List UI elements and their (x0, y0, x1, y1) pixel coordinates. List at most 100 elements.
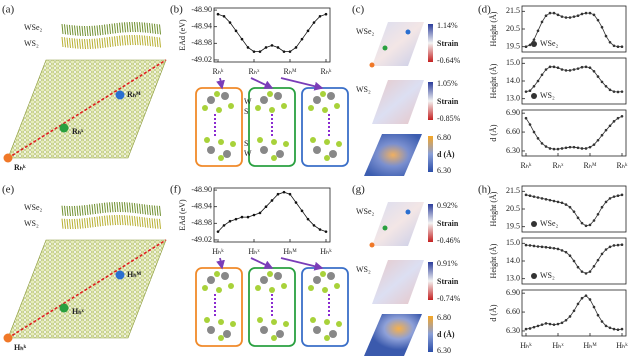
point (246, 215, 250, 219)
ribbon-wse2 (66, 24, 69, 35)
w-atom (207, 96, 215, 104)
x-tick-label: Hₕᵏ (320, 247, 332, 256)
ribbon-wse2 (146, 204, 149, 215)
strain-map (372, 80, 424, 124)
ribbon-wse2 (64, 24, 66, 35)
layer-label: WS₂ (24, 219, 39, 228)
point (588, 223, 592, 227)
s-atom (228, 283, 234, 289)
point (584, 65, 588, 69)
ribbon-wse2 (99, 25, 101, 36)
y-tick-label: 6.30 (506, 146, 520, 155)
ribbon-ws2 (94, 38, 96, 49)
point (540, 20, 544, 24)
panel-label: (g) (352, 184, 365, 196)
ribbon-ws2 (124, 215, 126, 226)
panel-label: (f) (170, 184, 181, 196)
point (548, 65, 552, 69)
site-label: Hₕᵏ (14, 343, 26, 352)
point (616, 90, 620, 94)
point (258, 211, 262, 215)
point (596, 75, 600, 78)
ribbon-ws2 (159, 37, 161, 48)
point (536, 324, 540, 328)
point (252, 50, 256, 53)
point (552, 323, 556, 326)
stacking-box (195, 87, 243, 167)
point (544, 68, 548, 71)
ribbon-ws2 (126, 215, 129, 226)
w-atom (327, 92, 335, 100)
plot-frame (213, 187, 331, 243)
point (532, 325, 536, 329)
ribbon-wse2 (109, 23, 111, 34)
y-tick-label: 13.0 (506, 274, 520, 283)
point (300, 37, 304, 41)
ribbon-wse2 (149, 23, 151, 34)
distance-map (364, 314, 422, 356)
point (620, 45, 624, 48)
colorbar-min: -0.46% (437, 236, 461, 245)
ribbon-wse2 (61, 23, 64, 35)
point (524, 327, 528, 331)
arrow (280, 257, 324, 271)
point (536, 245, 540, 248)
colorbar-min: -0.74% (437, 294, 461, 303)
ribbon-ws2 (81, 218, 84, 229)
point (564, 318, 568, 322)
y-tick-label: -48.90 (191, 185, 212, 194)
point (294, 201, 298, 204)
ribbon-ws2 (64, 37, 66, 48)
y-tick-label: 14.0 (506, 256, 520, 265)
point (524, 243, 528, 247)
ribbon-ws2 (86, 217, 89, 228)
ribbon-ws2 (129, 34, 131, 46)
arrow (280, 77, 324, 91)
stacking-box (301, 267, 349, 347)
ribbon-wse2 (144, 22, 146, 33)
ribbon-wse2 (121, 22, 124, 33)
s-atom (324, 335, 330, 341)
colorbar (428, 82, 433, 120)
panel-label: (a) (2, 4, 15, 16)
colorbar-title: Strain (437, 39, 459, 48)
w-atom (223, 330, 231, 338)
ribbon-ws2 (84, 218, 86, 229)
ribbon-wse2 (91, 25, 94, 36)
point (580, 147, 584, 150)
w-atom (327, 272, 335, 280)
ribbon-wse2 (79, 25, 81, 36)
point (564, 250, 568, 254)
ribbon-ws2 (84, 38, 86, 50)
ribbon-ws2 (79, 218, 81, 229)
ribbon-ws2 (74, 38, 76, 49)
s-atom (281, 103, 287, 109)
point (584, 11, 588, 15)
plot-frame (521, 5, 627, 53)
point (572, 309, 576, 313)
legend-marker (531, 273, 537, 279)
point (560, 68, 564, 71)
point (524, 45, 528, 48)
point (588, 66, 592, 70)
y-tick-label: -48.90 (191, 5, 212, 14)
point (528, 89, 532, 93)
y-tick-label: 13.0 (506, 94, 520, 103)
point (592, 69, 596, 73)
point (528, 123, 532, 126)
y-tick-label: 15.0 (506, 58, 520, 67)
point (608, 197, 612, 200)
ribbon-wse2 (149, 204, 151, 216)
colorbar-title: d (Å) (437, 330, 455, 339)
y-tick-label: 6.60 (506, 307, 520, 316)
point (600, 205, 604, 209)
ribbon-ws2 (71, 38, 74, 49)
y-axis-label: d (Å) (489, 304, 498, 321)
x-tick-label: Rₕᴹ (284, 67, 298, 76)
colorbar (428, 204, 433, 242)
point (548, 246, 552, 250)
ribbon-wse2 (126, 22, 129, 33)
ribbon-ws2 (121, 35, 124, 46)
point (536, 196, 540, 199)
